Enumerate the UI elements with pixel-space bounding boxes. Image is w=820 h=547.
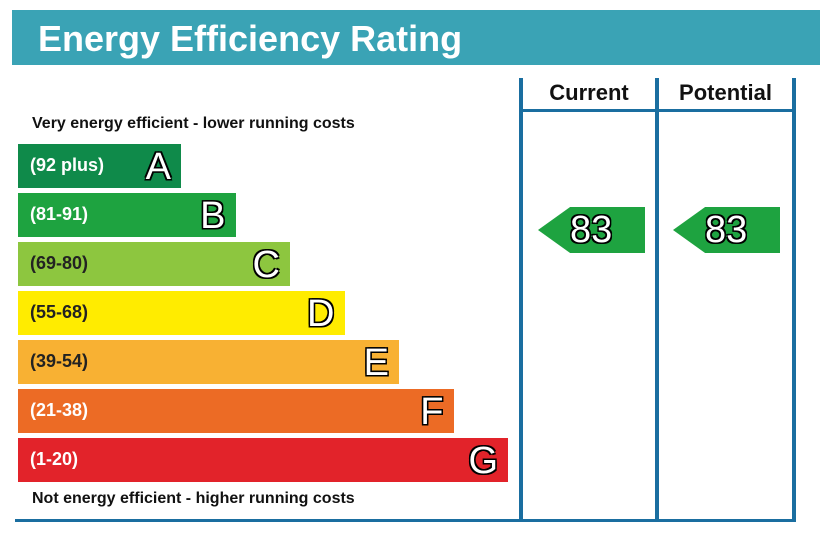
chart-title: Energy Efficiency Rating xyxy=(38,18,463,59)
band-range: (39-54) xyxy=(30,351,89,371)
column-divider xyxy=(792,78,796,522)
header-divider xyxy=(519,109,796,112)
band-letter: F xyxy=(420,391,444,433)
column-divider xyxy=(655,78,659,522)
band-range: (69-80) xyxy=(30,253,89,273)
potential-rating-arrow: 83 xyxy=(673,207,780,253)
band-c: (69-80) C xyxy=(18,242,290,286)
band-letter: G xyxy=(468,440,498,482)
top-note: Very energy efficient - lower running co… xyxy=(32,115,355,132)
band-e: (39-54) E xyxy=(18,340,399,384)
band-letter: E xyxy=(363,342,389,384)
band-range: (21-38) xyxy=(30,400,89,420)
current-rating-value: 83 xyxy=(570,209,613,251)
band-f: (21-38) F xyxy=(18,389,454,433)
current-rating-arrow: 83 xyxy=(538,207,645,253)
band-range: (81-91) xyxy=(30,204,89,224)
band-letter: B xyxy=(200,195,226,237)
column-header-potential: Potential xyxy=(679,80,772,105)
band-a: (92 plus) A xyxy=(18,144,181,188)
bottom-border xyxy=(15,519,796,522)
column-divider xyxy=(519,78,523,522)
potential-rating-value: 83 xyxy=(705,209,748,251)
band-letter: C xyxy=(252,244,280,286)
bottom-note: Not energy efficient - higher running co… xyxy=(32,490,355,507)
header-bar: Energy Efficiency Rating xyxy=(12,10,820,65)
band-range: (92 plus) xyxy=(30,155,105,175)
band-range: (55-68) xyxy=(30,302,89,322)
band-b: (81-91) B xyxy=(18,193,236,237)
band-letter: D xyxy=(307,293,335,335)
column-header-current: Current xyxy=(549,80,629,105)
band-letter: A xyxy=(145,146,171,188)
band-d: (55-68) D xyxy=(18,291,345,335)
band-g: (1-20) G xyxy=(18,438,508,482)
band-range: (1-20) xyxy=(30,449,79,469)
